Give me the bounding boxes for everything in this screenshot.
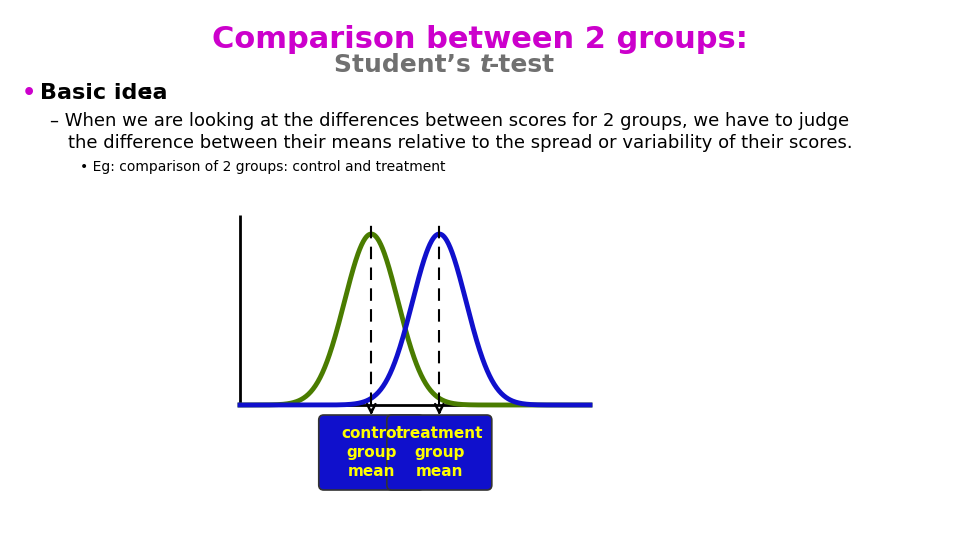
FancyBboxPatch shape bbox=[387, 415, 492, 490]
Text: :: : bbox=[144, 83, 153, 103]
Text: •: • bbox=[22, 83, 36, 103]
Text: • Eg: comparison of 2 groups: control and treatment: • Eg: comparison of 2 groups: control an… bbox=[80, 160, 445, 174]
Text: Basic idea: Basic idea bbox=[40, 83, 167, 103]
Text: Student’s: Student’s bbox=[334, 53, 480, 77]
Text: the difference between their means relative to the spread or variability of thei: the difference between their means relat… bbox=[68, 134, 852, 152]
FancyBboxPatch shape bbox=[319, 415, 423, 490]
Text: control
group
mean: control group mean bbox=[341, 427, 401, 478]
Text: Comparison between 2 groups:: Comparison between 2 groups: bbox=[212, 25, 748, 54]
Text: – When we are looking at the differences between scores for 2 groups, we have to: – When we are looking at the differences… bbox=[50, 112, 850, 130]
Text: -test: -test bbox=[489, 53, 555, 77]
Text: treatment
group
mean: treatment group mean bbox=[396, 427, 483, 478]
Text: t: t bbox=[480, 53, 492, 77]
